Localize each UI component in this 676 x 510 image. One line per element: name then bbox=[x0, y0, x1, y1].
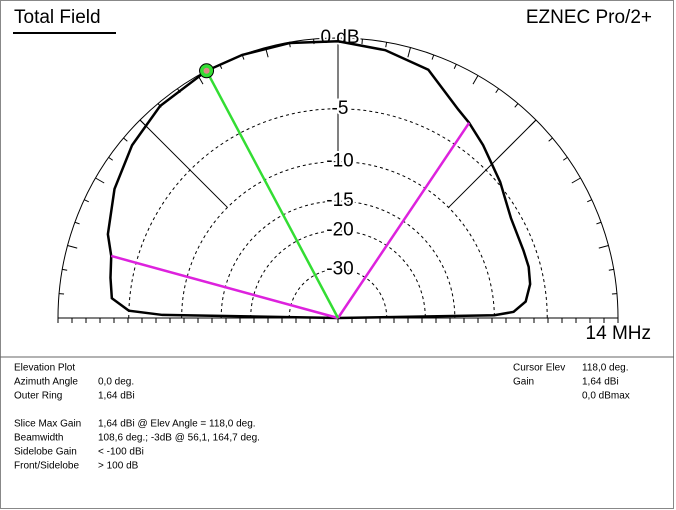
angle-tick bbox=[548, 137, 553, 142]
angle-tick bbox=[596, 221, 602, 225]
angle-tick bbox=[495, 88, 500, 94]
cursor-line bbox=[205, 70, 340, 319]
ring-label: -15 bbox=[326, 190, 353, 211]
angle-tick bbox=[108, 156, 114, 161]
angle-tick bbox=[472, 75, 479, 85]
angle-tick bbox=[407, 47, 411, 58]
brand: EZNEC Pro/2+ bbox=[526, 7, 652, 28]
angle-tick bbox=[74, 221, 80, 225]
angle-tick bbox=[67, 245, 78, 249]
info-label: Outer Ring bbox=[14, 391, 62, 402]
half-power-line bbox=[110, 254, 339, 320]
angle-tick bbox=[562, 156, 568, 161]
angle-tick bbox=[62, 268, 68, 271]
info-value: 0,0 dBmax bbox=[582, 391, 630, 402]
ring-label: -5 bbox=[332, 98, 349, 119]
ring-label: -20 bbox=[326, 220, 353, 241]
chart-title: Total Field bbox=[14, 7, 101, 28]
ring-label: -10 bbox=[326, 151, 353, 172]
info-label: Beamwidth bbox=[14, 433, 63, 444]
angle-tick bbox=[571, 177, 581, 184]
angle-tick bbox=[84, 199, 89, 203]
ring-label: -30 bbox=[326, 258, 353, 279]
angle-tick bbox=[385, 42, 388, 48]
angle-tick bbox=[587, 199, 592, 203]
half-power-line bbox=[336, 122, 471, 319]
info-value: 1,64 dBi bbox=[582, 377, 619, 388]
angle-tick bbox=[598, 245, 609, 249]
angle-tick bbox=[431, 54, 435, 60]
info-value: 1,64 dBi @ Elev Angle = 118,0 deg. bbox=[98, 419, 256, 430]
plot: 0 dB-5-10-15-20-30 bbox=[57, 25, 619, 323]
info-label: Azimuth Angle bbox=[14, 377, 78, 388]
info-label: Front/Sidelobe bbox=[14, 461, 79, 472]
info-label: Gain bbox=[513, 377, 534, 388]
pattern-line bbox=[106, 39, 532, 320]
frequency: 14 MHz bbox=[586, 323, 651, 344]
radial-line bbox=[139, 119, 228, 208]
info-value: 0,0 deg. bbox=[98, 377, 134, 388]
info-value: < -100 dBi bbox=[98, 447, 144, 458]
info-panel: Elevation Plot Azimuth Angle 0,0 deg. Outer… bbox=[14, 363, 630, 472]
info-value: > 100 dB bbox=[98, 461, 139, 472]
cursor-dot-center bbox=[203, 67, 210, 74]
info-label: Sidelobe Gain bbox=[14, 447, 77, 458]
info-label: Cursor Elev bbox=[513, 363, 565, 374]
outer-ring bbox=[57, 37, 619, 319]
grid-ring bbox=[220, 200, 456, 319]
angle-tick bbox=[608, 268, 614, 271]
info-label: Elevation Plot bbox=[14, 363, 75, 374]
angle-tick bbox=[514, 103, 519, 108]
angle-tick bbox=[123, 137, 128, 142]
info-value: 118,0 deg. bbox=[582, 363, 629, 374]
angle-tick bbox=[453, 64, 457, 69]
info-value: 108,6 deg.; -3dB @ 56,1, 164,7 deg. bbox=[98, 433, 260, 444]
info-value: 1,64 dBi bbox=[98, 391, 135, 402]
angle-tick bbox=[95, 177, 105, 184]
grid-ring bbox=[181, 161, 495, 319]
info-label: Slice Max Gain bbox=[14, 419, 81, 430]
